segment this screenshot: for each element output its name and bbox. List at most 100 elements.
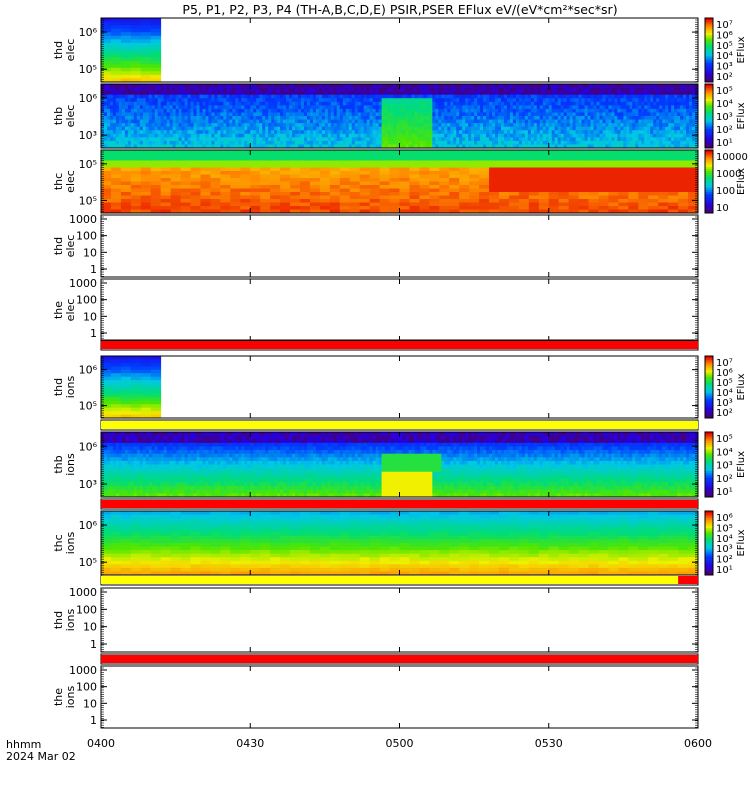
spectrogram-cell <box>250 123 254 128</box>
spectrogram-cell <box>280 112 284 117</box>
spectrogram-cell <box>181 112 185 117</box>
spectrogram-cell <box>465 137 469 142</box>
spectrogram-cell <box>665 105 669 110</box>
spectrogram-cell <box>140 78 152 83</box>
spectrogram-cell <box>262 84 266 88</box>
spectrogram-cell <box>614 137 618 142</box>
spectrogram-cell <box>548 188 560 193</box>
spectrogram-cell <box>280 84 284 88</box>
spectrogram-cell <box>506 101 511 106</box>
spectrogram-cell <box>648 206 659 210</box>
spectrogram-cell <box>551 98 556 103</box>
spectrogram-cell <box>423 87 427 92</box>
spectrogram-cell <box>644 130 648 135</box>
spectrogram-cell <box>533 133 538 138</box>
spectrogram-cell <box>686 144 690 149</box>
spectrogram-cell <box>259 116 263 120</box>
spectrogram-cell <box>405 140 409 145</box>
spectrogram-cell <box>270 195 281 200</box>
colorbar-segment <box>705 26 713 30</box>
spectrogram-cell <box>524 137 529 142</box>
spectrogram-cell <box>500 98 505 103</box>
spectrogram-cell <box>521 94 526 99</box>
spectrogram-cell <box>683 137 687 142</box>
spectrogram-cell <box>240 195 251 200</box>
spectrogram-cell <box>268 108 272 113</box>
spectrogram-cell <box>462 84 466 88</box>
spectrogram-cell <box>563 116 568 120</box>
colorbar-segment <box>705 41 713 44</box>
spectrogram-cell <box>136 130 141 135</box>
spectrogram-cell <box>150 174 162 179</box>
spectrogram-cell <box>130 157 142 161</box>
spectrogram-cell <box>558 160 570 165</box>
spectrogram-cell <box>483 126 487 131</box>
spectrogram-cell <box>530 84 535 88</box>
spectrogram-cell <box>578 84 582 88</box>
spectrogram-cell <box>444 133 448 138</box>
spectrogram-cell <box>479 202 490 207</box>
spectrogram-cell <box>608 137 612 142</box>
spectrogram-cell <box>298 133 302 138</box>
spectrogram-cell <box>608 94 612 99</box>
spectrogram-cell <box>668 202 679 207</box>
spectrogram-cell <box>426 94 430 99</box>
spectrogram-cell <box>184 144 188 149</box>
spectrogram-cell <box>321 94 326 99</box>
spectrogram-cell <box>330 144 335 149</box>
spectrogram-cell <box>384 137 388 142</box>
spectrogram-cell <box>545 91 550 96</box>
spectrogram-cell <box>130 192 142 196</box>
spectrogram-cell <box>140 35 152 40</box>
spectrogram-cell <box>512 116 517 120</box>
spectrogram-cell <box>659 116 663 120</box>
spectrogram-cell <box>468 144 472 149</box>
spectrogram-cell <box>196 137 200 142</box>
spectrogram-cell <box>414 116 418 120</box>
spectrogram-cell <box>471 133 475 138</box>
spectrogram-cell <box>260 192 271 196</box>
spectrogram-cell <box>518 188 530 193</box>
spectrogram-cell <box>309 108 314 113</box>
spectrogram-cell <box>593 130 597 135</box>
spectrogram-cell <box>336 101 341 106</box>
spectrogram-cell <box>647 119 651 124</box>
spectrogram-cell <box>190 209 201 214</box>
spectrogram-cell <box>369 84 374 88</box>
spectrogram-cell <box>260 195 271 200</box>
spectrogram-cell <box>449 150 460 154</box>
spectrogram-cell <box>223 101 227 106</box>
spectrogram-cell <box>390 84 394 88</box>
spectrogram-cell <box>650 84 654 88</box>
spectrogram-cell <box>360 119 365 124</box>
spectrogram-cell <box>459 206 470 210</box>
spectrogram-cell <box>499 150 510 154</box>
spectrogram-cell <box>190 185 201 189</box>
spectrogram-cell <box>142 91 147 96</box>
spectrogram-cell <box>477 140 481 145</box>
spectrogram-cell <box>527 91 532 96</box>
spectrogram-cell <box>235 126 239 131</box>
spectrogram-cell <box>623 98 627 103</box>
spectrogram-cell <box>447 137 451 142</box>
spectrogram-cell <box>181 91 185 96</box>
spectrogram-cell <box>244 112 248 117</box>
spectrogram-cell <box>417 94 421 99</box>
spectrogram-cell <box>142 112 147 117</box>
spectrogram-cell <box>509 140 514 145</box>
spectrogram-cell <box>528 185 540 189</box>
spectrogram-cell <box>389 178 400 182</box>
spectrogram-cell <box>354 112 359 117</box>
spectrogram-cell <box>241 105 245 110</box>
spectrogram-cell <box>175 119 180 124</box>
spectrogram-cell <box>265 105 269 110</box>
spectrogram-cell <box>593 144 597 149</box>
spectrogram-cell <box>120 181 132 186</box>
spectrogram-cell <box>598 181 609 186</box>
spectrogram-cell <box>375 144 379 149</box>
spectrogram-cell <box>539 84 544 88</box>
spectrogram-cell <box>271 94 275 99</box>
spectrogram-cell <box>329 160 341 165</box>
spectrogram-cell <box>160 202 172 207</box>
spectrogram-cell <box>480 87 484 92</box>
